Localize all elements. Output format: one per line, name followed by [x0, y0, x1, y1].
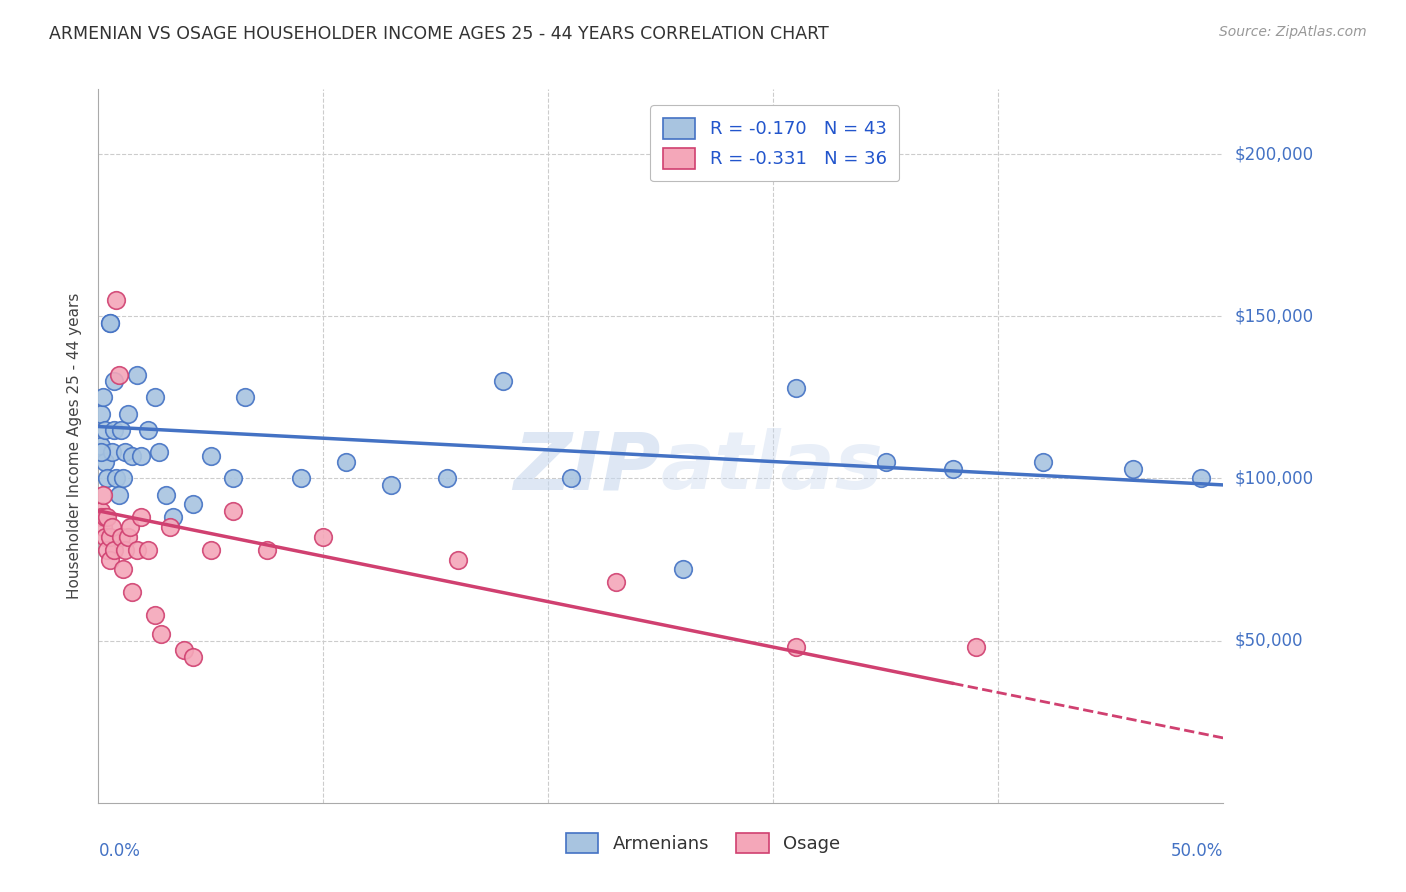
- Point: [605, 575, 627, 590]
- Point: [200, 449, 222, 463]
- Point: [105, 293, 128, 307]
- Point: [125, 542, 148, 557]
- Point: [1122, 461, 1144, 475]
- Text: ZIP: ZIP: [513, 428, 661, 507]
- Point: [129, 449, 152, 463]
- Point: [312, 530, 335, 544]
- Point: [110, 530, 132, 544]
- Point: [150, 627, 173, 641]
- Point: [103, 423, 125, 437]
- Point: [91, 488, 114, 502]
- Text: $100,000: $100,000: [1234, 469, 1313, 487]
- Point: [785, 640, 807, 654]
- Point: [447, 552, 470, 566]
- Y-axis label: Householder Income Ages 25 - 44 years: Householder Income Ages 25 - 44 years: [67, 293, 83, 599]
- Point: [181, 649, 204, 664]
- Point: [136, 423, 159, 437]
- Point: [101, 445, 124, 459]
- Point: [335, 455, 357, 469]
- Text: Source: ZipAtlas.com: Source: ZipAtlas.com: [1219, 25, 1367, 39]
- Point: [114, 542, 136, 557]
- Text: atlas: atlas: [661, 428, 883, 507]
- Point: [942, 461, 965, 475]
- Point: [94, 455, 117, 469]
- Point: [129, 510, 152, 524]
- Point: [560, 471, 582, 485]
- Legend: Armenians, Osage: Armenians, Osage: [558, 825, 848, 861]
- Point: [222, 504, 245, 518]
- Point: [96, 510, 118, 524]
- Text: 0.0%: 0.0%: [98, 842, 141, 860]
- Point: [107, 488, 129, 502]
- Point: [200, 542, 222, 557]
- Point: [148, 445, 170, 459]
- Text: $150,000: $150,000: [1234, 307, 1313, 326]
- Point: [90, 504, 112, 518]
- Point: [162, 510, 184, 524]
- Point: [98, 316, 121, 330]
- Text: ARMENIAN VS OSAGE HOUSEHOLDER INCOME AGES 25 - 44 YEARS CORRELATION CHART: ARMENIAN VS OSAGE HOUSEHOLDER INCOME AGE…: [49, 25, 830, 43]
- Point: [875, 455, 897, 469]
- Point: [94, 530, 117, 544]
- Point: [121, 449, 143, 463]
- Point: [114, 445, 136, 459]
- Point: [155, 488, 177, 502]
- Point: [96, 542, 118, 557]
- Point: [103, 374, 125, 388]
- Point: [121, 585, 143, 599]
- Point: [105, 471, 128, 485]
- Point: [112, 562, 135, 576]
- Point: [785, 381, 807, 395]
- Text: $50,000: $50,000: [1234, 632, 1303, 649]
- Point: [136, 542, 159, 557]
- Point: [965, 640, 987, 654]
- Point: [103, 542, 125, 557]
- Point: [94, 423, 117, 437]
- Point: [98, 316, 121, 330]
- Point: [256, 542, 278, 557]
- Point: [96, 471, 118, 485]
- Point: [143, 390, 166, 404]
- Point: [436, 471, 458, 485]
- Point: [117, 530, 139, 544]
- Point: [492, 374, 515, 388]
- Point: [181, 497, 204, 511]
- Point: [143, 607, 166, 622]
- Legend: R = -0.170   N = 43, R = -0.331   N = 36: R = -0.170 N = 43, R = -0.331 N = 36: [650, 105, 900, 181]
- Point: [90, 439, 112, 453]
- Point: [672, 562, 695, 576]
- Point: [173, 643, 195, 657]
- Point: [101, 520, 124, 534]
- Point: [90, 510, 112, 524]
- Point: [91, 520, 114, 534]
- Point: [98, 552, 121, 566]
- Point: [233, 390, 256, 404]
- Point: [1189, 471, 1212, 485]
- Point: [91, 390, 114, 404]
- Point: [94, 510, 117, 524]
- Text: 50.0%: 50.0%: [1171, 842, 1223, 860]
- Point: [90, 445, 112, 459]
- Point: [112, 471, 135, 485]
- Point: [90, 407, 112, 421]
- Point: [125, 368, 148, 382]
- Point: [117, 407, 139, 421]
- Point: [110, 423, 132, 437]
- Point: [380, 478, 402, 492]
- Point: [159, 520, 181, 534]
- Point: [1032, 455, 1054, 469]
- Point: [118, 520, 141, 534]
- Point: [107, 368, 129, 382]
- Text: $200,000: $200,000: [1234, 145, 1313, 163]
- Point: [98, 530, 121, 544]
- Point: [290, 471, 312, 485]
- Point: [222, 471, 245, 485]
